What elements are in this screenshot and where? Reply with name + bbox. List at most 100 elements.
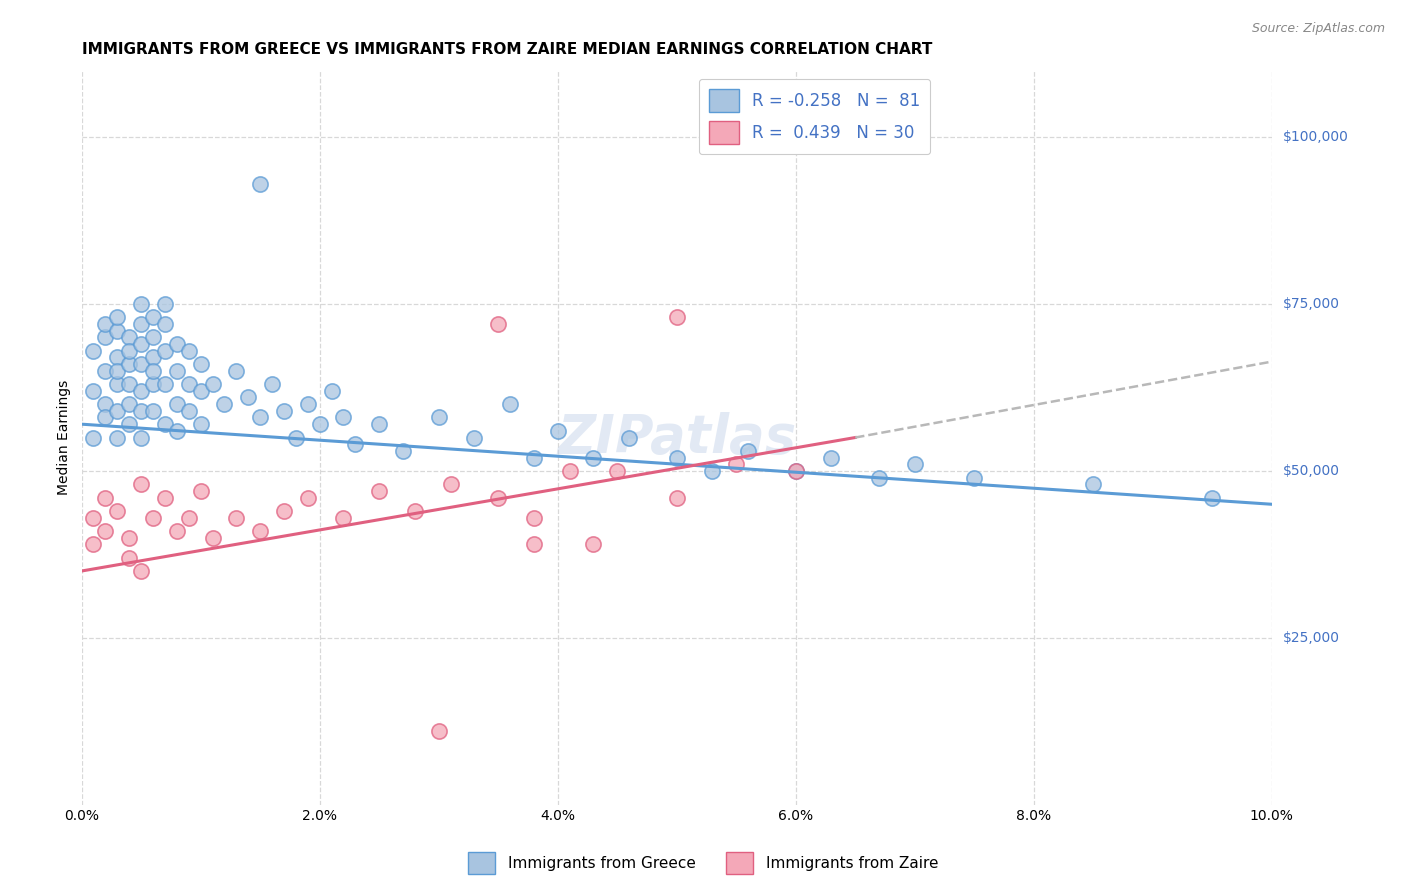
Text: $75,000: $75,000	[1282, 297, 1340, 311]
Point	[142, 404, 165, 418]
Point	[105, 324, 128, 338]
Point	[83, 510, 105, 524]
Text: $25,000: $25,000	[1282, 631, 1340, 645]
Point	[129, 297, 152, 311]
Point	[238, 391, 260, 405]
Point	[606, 464, 628, 478]
Point	[725, 457, 748, 471]
Point	[308, 417, 330, 432]
Point	[273, 404, 295, 418]
Point	[190, 483, 212, 498]
Point	[368, 417, 391, 432]
Point	[177, 404, 200, 418]
Point	[129, 357, 152, 371]
Point	[94, 410, 117, 425]
Point	[142, 351, 165, 365]
Point	[166, 397, 188, 411]
Point	[129, 317, 152, 331]
Point	[332, 410, 354, 425]
Point	[83, 343, 105, 358]
Point	[105, 310, 128, 325]
Point	[177, 377, 200, 392]
Point	[166, 337, 188, 351]
Point	[332, 510, 354, 524]
Point	[142, 377, 165, 392]
Point	[129, 384, 152, 398]
Point	[105, 351, 128, 365]
Point	[523, 510, 546, 524]
Text: $50,000: $50,000	[1282, 464, 1340, 478]
Point	[142, 364, 165, 378]
Point	[153, 343, 176, 358]
Point	[142, 330, 165, 344]
Point	[118, 550, 141, 565]
Point	[392, 443, 415, 458]
Text: IMMIGRANTS FROM GREECE VS IMMIGRANTS FROM ZAIRE MEDIAN EARNINGS CORRELATION CHAR: IMMIGRANTS FROM GREECE VS IMMIGRANTS FRO…	[82, 42, 932, 57]
Point	[94, 524, 117, 538]
Point	[83, 430, 105, 444]
Point	[273, 504, 295, 518]
Point	[1201, 491, 1223, 505]
Point	[83, 537, 105, 551]
Point	[868, 470, 890, 484]
Y-axis label: Median Earnings: Median Earnings	[58, 380, 72, 495]
Point	[344, 437, 367, 451]
Point	[404, 504, 426, 518]
Point	[83, 384, 105, 398]
Point	[177, 510, 200, 524]
Point	[499, 397, 522, 411]
Point	[142, 510, 165, 524]
Point	[118, 357, 141, 371]
Point	[427, 724, 450, 739]
Point	[129, 404, 152, 418]
Point	[368, 483, 391, 498]
Point	[142, 310, 165, 325]
Point	[785, 464, 807, 478]
Point	[201, 377, 224, 392]
Point	[617, 430, 640, 444]
Point	[201, 531, 224, 545]
Point	[523, 537, 546, 551]
Point	[665, 450, 688, 465]
Point	[190, 384, 212, 398]
Point	[153, 377, 176, 392]
Point	[94, 330, 117, 344]
Point	[439, 477, 461, 491]
Point	[153, 317, 176, 331]
Point	[463, 430, 485, 444]
Point	[665, 491, 688, 505]
Point	[118, 377, 141, 392]
Point	[166, 364, 188, 378]
Point	[249, 524, 271, 538]
Point	[166, 524, 188, 538]
Point	[129, 430, 152, 444]
Point	[129, 564, 152, 578]
Point	[297, 397, 319, 411]
Point	[785, 464, 807, 478]
Text: ZIPatlas: ZIPatlas	[557, 411, 796, 464]
Point	[166, 424, 188, 438]
Point	[225, 364, 247, 378]
Point	[177, 343, 200, 358]
Point	[153, 417, 176, 432]
Point	[963, 470, 986, 484]
Legend: R = -0.258   N =  81, R =  0.439   N = 30: R = -0.258 N = 81, R = 0.439 N = 30	[699, 78, 931, 154]
Point	[94, 317, 117, 331]
Point	[321, 384, 343, 398]
Point	[190, 417, 212, 432]
Point	[486, 491, 509, 505]
Point	[249, 177, 271, 191]
Point	[260, 377, 283, 392]
Text: $100,000: $100,000	[1282, 130, 1348, 145]
Point	[582, 450, 605, 465]
Point	[129, 337, 152, 351]
Point	[665, 310, 688, 325]
Point	[737, 443, 759, 458]
Point	[190, 357, 212, 371]
Point	[118, 417, 141, 432]
Point	[486, 317, 509, 331]
Point	[105, 504, 128, 518]
Point	[427, 410, 450, 425]
Point	[105, 430, 128, 444]
Point	[129, 477, 152, 491]
